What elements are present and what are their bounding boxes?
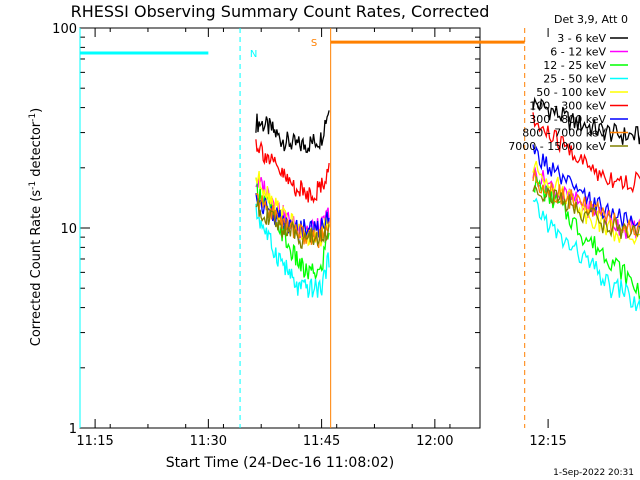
series-line	[532, 176, 640, 301]
y-tick-label: 10	[60, 222, 77, 237]
x-tick-label: 12:00	[416, 434, 453, 449]
series-line	[532, 170, 640, 237]
series-line	[255, 203, 330, 298]
x-tick-label: 12:15	[529, 434, 566, 449]
legend-entry-label: 3 - 6 keV	[557, 32, 606, 45]
x-tick-label: 11:15	[76, 434, 113, 449]
legend-entry-label: 6 - 12 keV	[550, 46, 606, 59]
y-tick-label: 100	[52, 22, 77, 37]
series-line	[532, 112, 640, 194]
series-line	[532, 184, 640, 239]
bar-label: S	[311, 38, 317, 49]
legend-entry-label: 50 - 100 keV	[536, 86, 606, 99]
legend-entry-label: 25 - 50 keV	[543, 73, 606, 86]
legend-entry-label: 800 - 7000 keV	[522, 127, 606, 140]
series-100-300keV	[255, 112, 640, 205]
footer-date: 1-Sep-2022 20:31	[553, 468, 634, 478]
series-line	[532, 197, 640, 312]
chart-title: RHESSI Observing Summary Count Rates, Co…	[71, 2, 490, 21]
series-line	[255, 110, 330, 154]
series-25-50keV	[255, 197, 640, 312]
x-tick-label: 11:45	[303, 434, 340, 449]
series-line	[255, 139, 330, 205]
legend-entry-label: 12 - 25 keV	[543, 59, 606, 72]
y-axis-label: Corrected Count Rate (s-1 detector-1)	[28, 108, 44, 346]
legend-entry-label: 100 - 300 keV	[529, 100, 606, 113]
bar-label: N	[250, 49, 257, 60]
plot-area: 11010011:1511:3011:4512:0012:1512:3012:4…	[52, 22, 640, 449]
series-3-6keV	[255, 96, 640, 154]
plot-frame	[79, 27, 481, 429]
x-tick-label: 11:30	[190, 434, 227, 449]
legend-header: Det 3,9, Att 0	[554, 13, 628, 26]
x-axis-label: Start Time (24-Dec-16 11:08:02)	[166, 455, 394, 471]
legend-entry-label: 300 - 800 keV	[529, 113, 606, 126]
y-tick-label: 1	[69, 422, 77, 437]
series-7000-15000keV	[255, 184, 640, 250]
series-line	[532, 96, 640, 145]
series-50-100keV	[255, 160, 640, 247]
legend-entry-label: 7000 - 15000 keV	[508, 140, 606, 153]
series-line	[255, 198, 330, 250]
